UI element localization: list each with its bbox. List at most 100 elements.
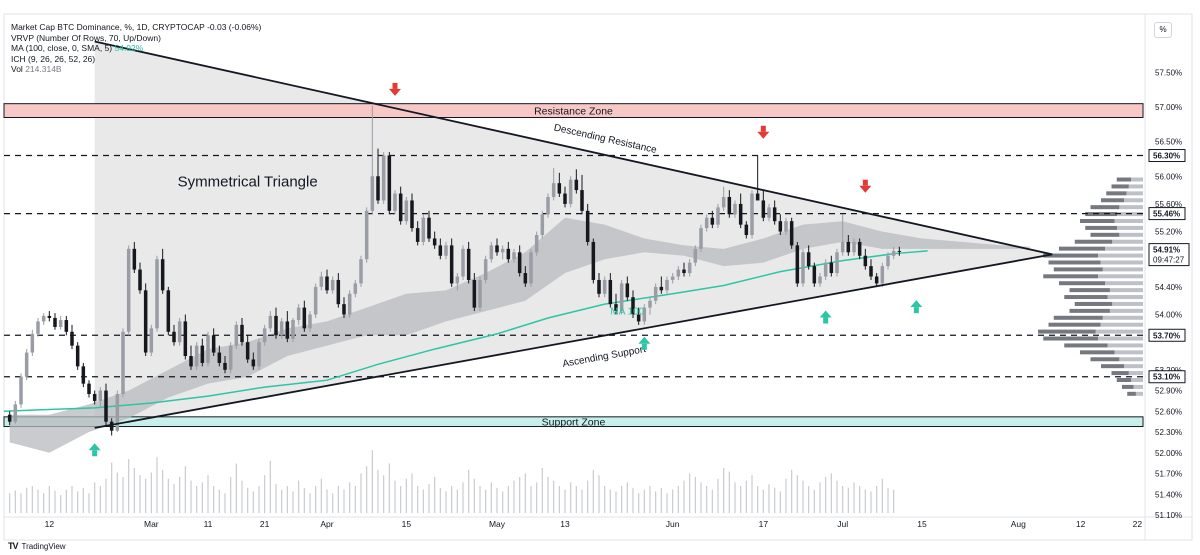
candle[interactable] [160, 248, 165, 294]
axes-layer[interactable]: 57.50% 57.00% 56.50% 56.00% 55.60% 55.20% 54.4… [45, 69, 1190, 529]
legend-ich[interactable]: ICH (9, 26, 26, 52, 26) [11, 53, 96, 64]
candle[interactable] [846, 235, 851, 256]
candle[interactable] [778, 214, 783, 236]
candle[interactable] [750, 190, 754, 239]
candle[interactable] [483, 255, 488, 284]
candle[interactable] [687, 259, 692, 277]
candle[interactable] [172, 324, 176, 346]
candle[interactable] [410, 193, 414, 232]
candle[interactable] [75, 342, 80, 370]
candle[interactable] [64, 315, 69, 336]
candle[interactable] [585, 203, 590, 246]
candles-layer[interactable] [7, 105, 902, 436]
candle[interactable] [189, 345, 193, 370]
candle[interactable] [551, 167, 556, 201]
current-price-tag[interactable]: 54.91%09:47:27 [1148, 243, 1190, 267]
candle[interactable] [206, 331, 210, 367]
candle[interactable] [296, 304, 301, 325]
candle[interactable] [149, 324, 154, 356]
price-level-tag[interactable]: 55.46% [1148, 207, 1186, 221]
candle[interactable] [653, 283, 658, 305]
candle[interactable] [438, 238, 443, 260]
candle[interactable] [393, 190, 397, 215]
legend-vrvp[interactable]: VRVP (Number Of Rows, 70, Up/Down) [11, 32, 161, 43]
candle[interactable] [353, 279, 358, 298]
candle[interactable] [608, 273, 613, 308]
candle[interactable] [812, 262, 817, 287]
candle[interactable] [200, 338, 205, 367]
candle[interactable] [710, 210, 715, 229]
candle[interactable] [478, 276, 482, 312]
candle[interactable] [359, 255, 363, 287]
candle[interactable] [829, 255, 834, 277]
candle[interactable] [24, 349, 29, 381]
candle[interactable] [472, 273, 477, 312]
candle[interactable] [223, 356, 227, 374]
candle[interactable] [325, 269, 329, 294]
price-level-tag[interactable]: 56.30% [1148, 149, 1186, 163]
candle[interactable] [155, 255, 159, 332]
candle[interactable] [880, 262, 885, 287]
candle[interactable] [342, 297, 346, 318]
candle[interactable] [461, 245, 465, 280]
candle[interactable] [574, 169, 579, 194]
candle[interactable] [47, 311, 52, 322]
candle[interactable] [421, 214, 426, 246]
candle[interactable] [7, 411, 12, 426]
candle[interactable] [580, 174, 584, 215]
candle[interactable] [398, 186, 403, 225]
candle[interactable] [767, 203, 771, 222]
candle[interactable] [347, 290, 352, 318]
candle[interactable] [761, 190, 766, 222]
candle[interactable] [619, 279, 624, 315]
candle[interactable] [466, 241, 471, 284]
candle[interactable] [53, 313, 57, 330]
candle[interactable] [727, 190, 732, 218]
candle[interactable] [217, 345, 222, 367]
candle[interactable] [863, 248, 868, 270]
candle[interactable] [268, 311, 273, 332]
candle[interactable] [489, 241, 494, 263]
candle[interactable] [319, 271, 324, 291]
candle[interactable] [177, 317, 182, 346]
candle[interactable] [228, 342, 233, 374]
candle[interactable] [795, 241, 800, 287]
candle[interactable] [869, 259, 873, 280]
candle[interactable] [455, 273, 460, 291]
legend-vol-row[interactable]: Vol 214.314B [11, 64, 261, 75]
candle[interactable] [625, 276, 630, 301]
candle[interactable] [591, 238, 596, 284]
candle[interactable] [251, 352, 256, 370]
candle[interactable] [70, 324, 74, 350]
candle[interactable] [285, 311, 290, 343]
candle[interactable] [81, 362, 86, 388]
candle[interactable] [308, 311, 312, 332]
price-level-tag[interactable]: 53.70% [1148, 328, 1186, 342]
candle[interactable] [313, 283, 318, 318]
candle[interactable] [540, 210, 545, 239]
percent-scale-button[interactable]: % [1154, 22, 1172, 38]
candle[interactable] [262, 324, 267, 346]
candle[interactable] [279, 317, 284, 339]
candle[interactable] [234, 321, 239, 350]
candle[interactable] [755, 155, 760, 201]
ascending-support-line[interactable] [94, 253, 1053, 429]
candle[interactable] [336, 273, 341, 308]
candle[interactable] [891, 246, 896, 260]
candle[interactable] [818, 273, 822, 287]
candle[interactable] [823, 259, 828, 280]
candle[interactable] [58, 315, 63, 330]
candle[interactable] [563, 186, 567, 208]
candle[interactable] [211, 328, 216, 356]
candle[interactable] [166, 286, 171, 336]
candle[interactable] [376, 148, 380, 204]
candle[interactable] [109, 418, 114, 436]
candle[interactable] [387, 152, 392, 215]
candle[interactable] [245, 335, 250, 363]
candle[interactable] [886, 252, 890, 270]
candle[interactable] [897, 246, 902, 256]
candle[interactable] [274, 307, 278, 339]
candle[interactable] [721, 186, 726, 211]
candle[interactable] [143, 283, 148, 356]
